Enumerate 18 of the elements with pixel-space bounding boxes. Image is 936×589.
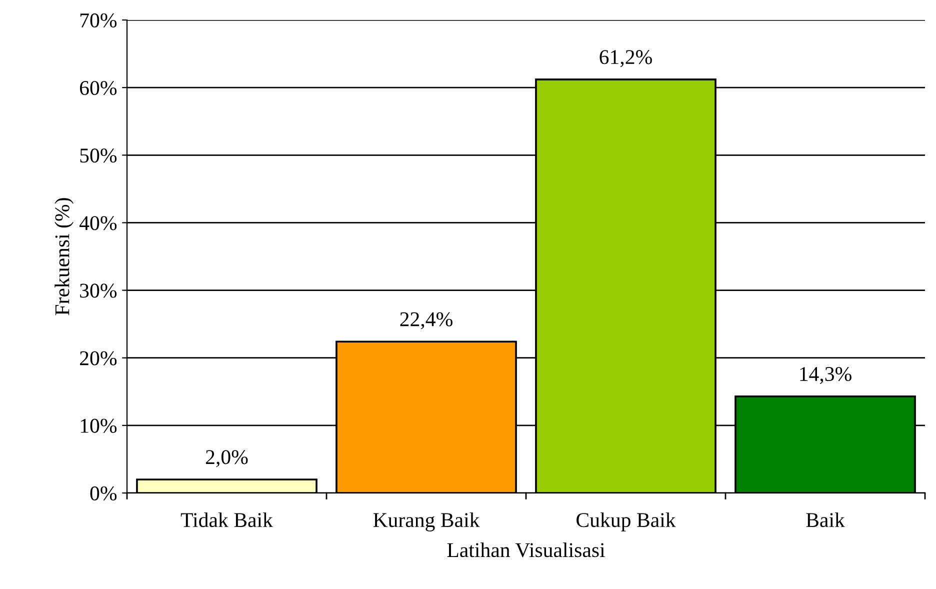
y-axis-title: Frekuensi (%) — [54, 198, 74, 316]
y-tick-label: 10% — [80, 418, 117, 433]
data-label: 14,3% — [800, 366, 852, 384]
y-tick-label: 50% — [80, 148, 117, 163]
x-axis-title: Latihan Visualisasi — [447, 542, 605, 558]
x-tick-label: Baik — [806, 512, 845, 528]
y-tick-label: 20% — [80, 351, 117, 366]
x-tick-label: Cukup Baik — [576, 512, 676, 532]
x-tick-label: Tidak Baik — [180, 512, 273, 528]
x-tick-label: Kurang Baik — [373, 512, 480, 532]
y-tick-label: 0% — [90, 486, 117, 500]
data-label: 2,0% — [206, 450, 248, 468]
y-tick-label: 60% — [80, 80, 117, 96]
y-tick-label: 30% — [80, 284, 117, 298]
y-tick-label: 70% — [80, 13, 117, 28]
data-label: 22,4% — [400, 312, 452, 330]
y-tick-label: 40% — [80, 216, 117, 230]
data-label: 61,2% — [600, 50, 652, 68]
